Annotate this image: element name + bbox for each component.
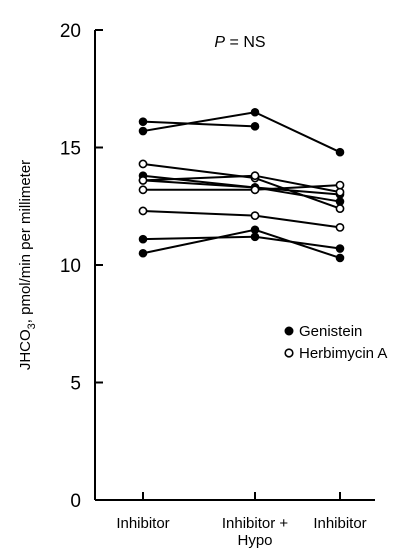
filled-point: [138, 234, 148, 244]
axes: [94, 30, 375, 501]
annotation-rest: = NS: [225, 34, 265, 51]
annotation: P = NS: [214, 34, 265, 51]
open-point: [335, 187, 345, 197]
x-category-label-line: Inhibitor: [313, 515, 366, 532]
x-category-label: Inhibitor + Hypo: [222, 515, 289, 549]
y-tick-label: 5: [70, 374, 81, 395]
series-points: [138, 107, 345, 263]
legend: Genistein Herbimycin A: [284, 323, 387, 362]
series-line: [142, 209, 341, 229]
legend-label: Herbimycin A: [299, 345, 387, 362]
open-point: [250, 171, 260, 181]
x-category-label-line: Hypo: [237, 532, 272, 549]
annotation-italic: P: [214, 34, 225, 51]
open-point: [250, 185, 260, 195]
open-point: [335, 204, 345, 213]
legend-label: Genistein: [299, 323, 362, 340]
filled-point: [250, 225, 260, 235]
filled-point: [138, 117, 148, 126]
open-point: [138, 175, 148, 185]
filled-point: [335, 147, 345, 157]
y-tick-label: 0: [70, 491, 81, 512]
y-tick-label: 20: [60, 21, 81, 42]
y-axis-label-rest: , pmol/min per millimeter: [17, 160, 34, 323]
x-category-label: Inhibitor: [313, 515, 366, 532]
y-tick-label: 15: [60, 139, 81, 160]
x-category-label-line: Inhibitor: [116, 515, 169, 532]
open-point: [335, 222, 345, 232]
x-tick-labels: Inhibitor Inhibitor + Hypo Inhibitor: [116, 492, 367, 549]
legend-open-marker: [284, 348, 294, 358]
series-line: [142, 111, 341, 154]
y-axis-label: JHCO3, pmol/min per millimeter: [17, 160, 38, 370]
filled-point: [335, 253, 345, 263]
y-ticks: 0 5 10 15 20: [60, 21, 103, 512]
filled-point: [138, 248, 148, 258]
filled-point: [250, 122, 260, 131]
open-point: [138, 206, 148, 216]
open-point: [138, 185, 148, 195]
filled-point: [250, 107, 260, 117]
open-point: [335, 180, 345, 190]
y-tick-label: 10: [60, 256, 81, 277]
series-line: [142, 120, 256, 128]
filled-point: [335, 244, 345, 253]
legend-filled-marker: [284, 326, 294, 336]
filled-point: [250, 232, 260, 242]
x-category-label-line: Inhibitor +: [222, 515, 289, 532]
open-point: [250, 211, 260, 221]
series-lines: [142, 111, 341, 259]
y-axis-label-main: JHCO: [17, 329, 34, 370]
x-category-label: Inhibitor: [116, 515, 169, 532]
open-point: [138, 159, 148, 169]
filled-point: [138, 126, 148, 136]
y-axis-label-sub: 3: [26, 323, 38, 329]
